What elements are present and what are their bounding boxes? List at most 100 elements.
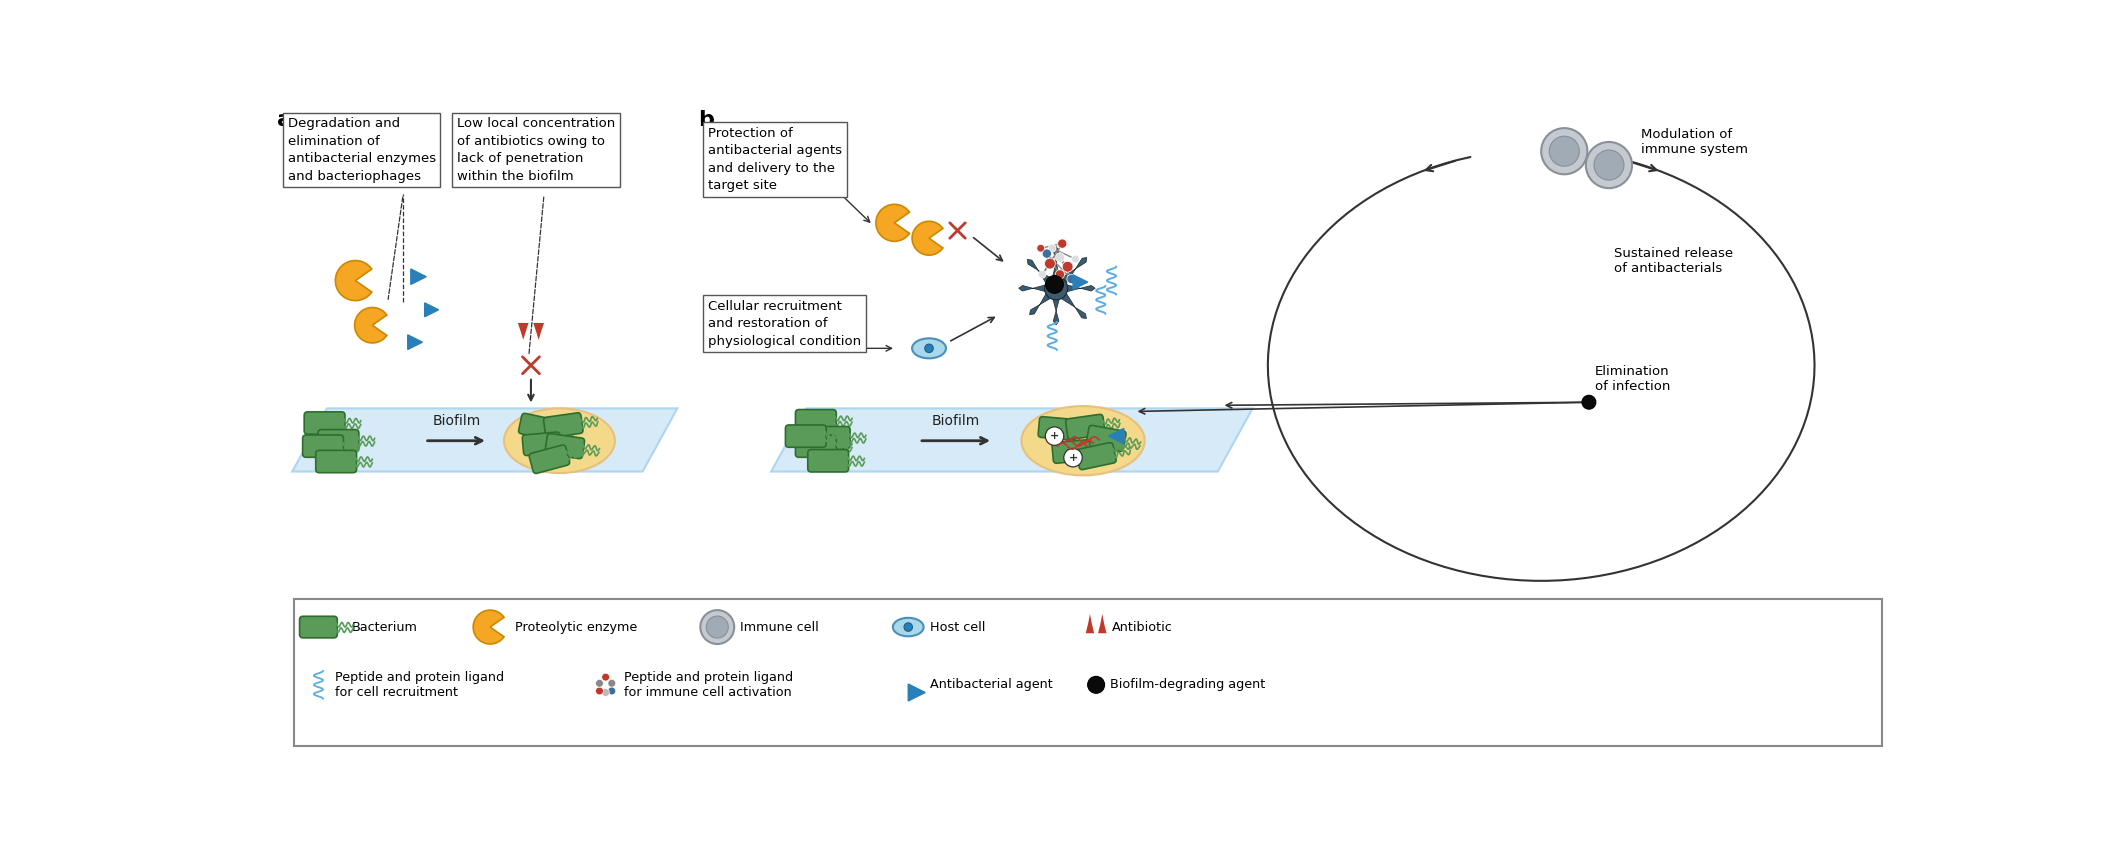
FancyBboxPatch shape [807,449,849,472]
Circle shape [1057,239,1068,248]
Ellipse shape [1021,406,1144,475]
Polygon shape [1028,260,1059,293]
Circle shape [1072,255,1078,263]
Circle shape [1049,244,1055,252]
Circle shape [1045,258,1055,269]
Circle shape [1045,427,1064,445]
Wedge shape [335,260,372,301]
Polygon shape [1019,282,1055,294]
FancyBboxPatch shape [518,413,558,440]
FancyBboxPatch shape [1076,443,1117,470]
Polygon shape [909,684,926,701]
Circle shape [1047,276,1064,293]
Text: Protection of
antibacterial agents
and delivery to the
target site: Protection of antibacterial agents and d… [709,126,843,192]
Wedge shape [355,308,386,343]
Text: Proteolytic enzyme: Proteolytic enzyme [514,620,637,634]
Circle shape [1550,137,1580,166]
Circle shape [1087,676,1104,693]
Polygon shape [412,269,427,284]
Circle shape [607,679,616,687]
Circle shape [1038,271,1047,278]
Polygon shape [1051,246,1062,288]
FancyBboxPatch shape [318,430,359,452]
Circle shape [601,674,609,681]
Text: Elimination
of infection: Elimination of infection [1594,365,1671,393]
Circle shape [1042,249,1051,258]
Circle shape [601,689,609,696]
Polygon shape [1098,614,1106,633]
Text: Peptide and protein ligand
for cell recruitment: Peptide and protein ligand for cell recr… [335,671,505,699]
Polygon shape [1051,288,1062,325]
FancyBboxPatch shape [299,616,338,638]
FancyBboxPatch shape [293,599,1881,746]
FancyBboxPatch shape [1038,416,1076,440]
FancyBboxPatch shape [796,410,836,432]
Circle shape [597,687,603,695]
Wedge shape [473,610,503,644]
Text: Biofilm: Biofilm [433,415,480,428]
FancyBboxPatch shape [1053,440,1091,464]
Circle shape [926,344,934,352]
Text: Biofilm: Biofilm [932,415,981,428]
FancyBboxPatch shape [304,412,344,434]
Circle shape [1055,270,1064,279]
Polygon shape [1108,428,1123,443]
FancyBboxPatch shape [809,427,849,448]
Polygon shape [1055,282,1095,294]
Text: Host cell: Host cell [930,620,985,634]
FancyBboxPatch shape [786,425,826,448]
Wedge shape [913,221,943,255]
FancyBboxPatch shape [1066,415,1106,439]
Polygon shape [771,408,1253,471]
Polygon shape [1051,257,1087,293]
Text: Sustained release
of antibacterials: Sustained release of antibacterials [1613,247,1734,276]
Ellipse shape [894,618,924,636]
FancyBboxPatch shape [304,435,344,457]
Circle shape [1594,150,1624,180]
FancyBboxPatch shape [796,435,836,457]
FancyBboxPatch shape [316,450,357,473]
Text: Degradation and
elimination of
antibacterial enzymes
and bacteriophages: Degradation and elimination of antibacte… [287,117,435,183]
Circle shape [1541,128,1588,175]
FancyBboxPatch shape [529,445,569,474]
Text: a: a [276,110,291,130]
Polygon shape [533,323,543,340]
Polygon shape [518,323,529,340]
FancyBboxPatch shape [543,413,584,438]
Circle shape [701,610,735,644]
Circle shape [1064,448,1083,467]
Text: Peptide and protein ligand
for immune cell activation: Peptide and protein ligand for immune ce… [624,671,794,699]
Circle shape [1582,395,1596,409]
Circle shape [597,679,603,687]
Wedge shape [877,204,909,241]
Circle shape [607,687,616,695]
Polygon shape [293,408,677,471]
Polygon shape [408,335,422,350]
Text: Low local concentration
of antibiotics owing to
lack of penetration
within the b: Low local concentration of antibiotics o… [456,117,616,183]
Text: Modulation of
immune system: Modulation of immune system [1641,128,1747,156]
Circle shape [1586,142,1633,188]
Text: Cellular recruitment
and restoration of
physiological condition: Cellular recruitment and restoration of … [709,300,862,348]
Polygon shape [1051,284,1087,319]
FancyBboxPatch shape [546,433,584,459]
Text: b: b [698,110,713,130]
Ellipse shape [503,408,616,473]
Circle shape [1068,275,1076,283]
Circle shape [1062,261,1072,272]
FancyBboxPatch shape [1087,426,1125,451]
Circle shape [1036,244,1045,252]
Circle shape [904,623,913,631]
Text: Antibiotic: Antibiotic [1112,620,1172,634]
Circle shape [707,616,728,638]
Polygon shape [1072,275,1087,289]
Text: Immune cell: Immune cell [741,620,819,634]
Text: Biofilm-degrading agent: Biofilm-degrading agent [1110,679,1265,691]
Circle shape [1045,277,1068,300]
Polygon shape [1030,284,1059,314]
Text: Bacterium: Bacterium [352,620,418,634]
Polygon shape [1085,614,1093,633]
Text: Antibacterial agent: Antibacterial agent [930,679,1053,691]
Text: +: + [1051,431,1059,441]
Ellipse shape [913,338,947,358]
Circle shape [1049,277,1055,284]
